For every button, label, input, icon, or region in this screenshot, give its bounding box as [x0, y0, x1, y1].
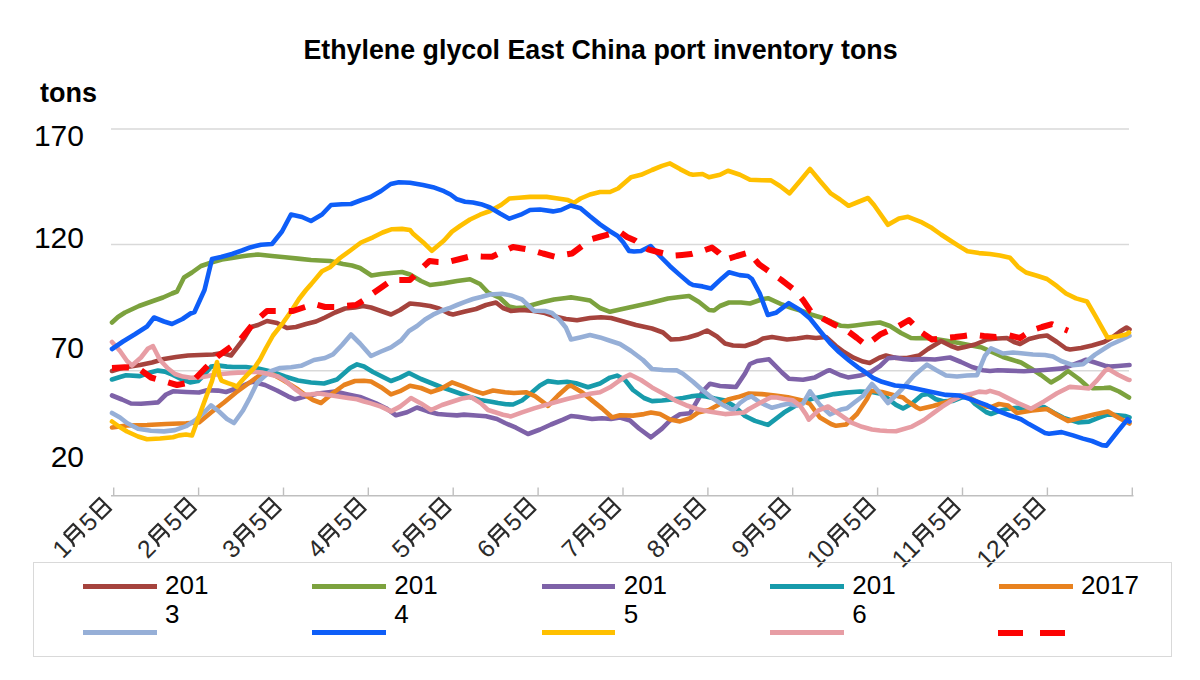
svg-text:2: 2 — [132, 534, 161, 563]
svg-text:9: 9 — [726, 534, 755, 563]
svg-text:4: 4 — [302, 534, 331, 563]
svg-text:3: 3 — [217, 534, 246, 563]
svg-text:6: 6 — [472, 534, 501, 563]
svg-text:8: 8 — [641, 534, 670, 563]
svg-text:7: 7 — [556, 534, 585, 563]
svg-text:5: 5 — [387, 534, 416, 563]
svg-text:1: 1 — [47, 534, 76, 563]
